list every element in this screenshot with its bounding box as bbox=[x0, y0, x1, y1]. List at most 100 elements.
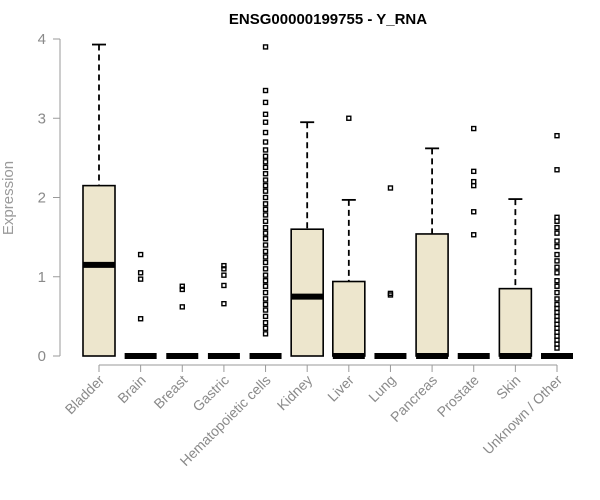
outlier-point bbox=[554, 224, 560, 231]
outlier-point bbox=[262, 283, 269, 289]
outlier-point bbox=[262, 230, 269, 236]
outlier-point bbox=[221, 262, 227, 269]
outlier-point bbox=[262, 111, 269, 117]
chart-title: ENSG00000199755 - Y_RNA bbox=[229, 11, 427, 28]
box-group bbox=[290, 121, 324, 357]
outlier-point bbox=[554, 283, 560, 289]
outlier-point bbox=[179, 286, 185, 293]
outlier-point bbox=[137, 276, 144, 282]
y-axis: 0 1 2 3 4 bbox=[38, 31, 61, 365]
outlier-point bbox=[262, 266, 269, 272]
box-group bbox=[207, 262, 240, 359]
outlier-point bbox=[554, 243, 560, 250]
box bbox=[415, 233, 449, 357]
outlier-point bbox=[262, 320, 269, 326]
outlier-point bbox=[262, 301, 269, 308]
x-tick-label: Skin bbox=[493, 372, 524, 403]
outlier-point bbox=[262, 99, 269, 106]
x-tick-label: Kidney bbox=[274, 372, 316, 414]
box-group bbox=[415, 147, 449, 359]
outlier-point bbox=[262, 296, 269, 302]
box-group bbox=[124, 251, 157, 359]
y-tick-label: 4 bbox=[38, 31, 46, 48]
outlier-point bbox=[221, 300, 227, 307]
y-tick-label: 1 bbox=[38, 269, 46, 286]
outlier-point bbox=[262, 177, 269, 183]
outlier-point bbox=[262, 307, 269, 313]
outlier-point bbox=[137, 270, 144, 276]
outlier-point bbox=[262, 236, 269, 242]
outlier-point bbox=[471, 209, 477, 215]
outlier-point bbox=[262, 164, 269, 171]
outlier-point bbox=[262, 147, 269, 153]
outlier-point bbox=[262, 289, 269, 296]
outlier-point bbox=[262, 182, 269, 189]
outlier-point bbox=[471, 168, 477, 175]
y-tick-label: 2 bbox=[38, 190, 46, 207]
outlier-point bbox=[554, 238, 560, 244]
box-group bbox=[374, 185, 407, 359]
outlier-point bbox=[554, 289, 560, 296]
x-tick-label: Brain bbox=[114, 372, 148, 406]
outlier-point bbox=[262, 87, 269, 94]
x-tick-label: Breast bbox=[150, 372, 190, 412]
outlier-point bbox=[221, 272, 227, 278]
outlier-point bbox=[262, 242, 269, 248]
outlier-point bbox=[554, 251, 560, 258]
outlier-point bbox=[262, 171, 269, 177]
outlier-point bbox=[554, 296, 560, 302]
box-group bbox=[457, 125, 490, 359]
outlier-point bbox=[554, 301, 560, 308]
outlier-point bbox=[262, 188, 269, 194]
outlier-point bbox=[262, 248, 269, 255]
outlier-point bbox=[262, 272, 269, 278]
outlier-point bbox=[554, 270, 560, 276]
x-tick-label: Bladder bbox=[62, 372, 108, 418]
box-group bbox=[82, 43, 116, 357]
y-tick-label: 3 bbox=[38, 110, 46, 127]
outlier-point bbox=[221, 282, 227, 289]
outlier-point bbox=[262, 218, 269, 224]
outlier-point bbox=[179, 304, 185, 310]
outlier-point bbox=[262, 325, 269, 331]
outlier-point bbox=[262, 44, 269, 50]
box-group bbox=[249, 44, 282, 359]
y-axis-label: Expression bbox=[0, 161, 17, 235]
outlier-point bbox=[262, 139, 269, 145]
outlier-point bbox=[387, 185, 394, 191]
outlier-point bbox=[554, 264, 560, 270]
outlier-point bbox=[471, 232, 477, 238]
outlier-point bbox=[262, 224, 269, 231]
outlier-point bbox=[262, 278, 269, 284]
outlier-point bbox=[262, 313, 269, 320]
outlier-point bbox=[554, 230, 560, 236]
box bbox=[82, 184, 116, 357]
outlier-point bbox=[262, 194, 269, 201]
outlier-point bbox=[554, 278, 560, 284]
outlier-point bbox=[262, 254, 269, 260]
outlier-point bbox=[387, 290, 394, 297]
outlier-point bbox=[137, 251, 144, 258]
box bbox=[290, 228, 324, 357]
outlier-point bbox=[471, 178, 477, 185]
box-group bbox=[541, 132, 573, 359]
outlier-point bbox=[471, 125, 477, 132]
box-group bbox=[166, 283, 199, 359]
outlier-point bbox=[262, 259, 269, 266]
outlier-point bbox=[262, 129, 269, 136]
outlier-point bbox=[346, 115, 352, 121]
outlier-point bbox=[262, 206, 269, 213]
outlier-point bbox=[179, 283, 185, 289]
y-tick-label: 0 bbox=[38, 348, 46, 365]
box bbox=[498, 287, 533, 357]
outlier-point bbox=[262, 159, 269, 165]
box bbox=[332, 280, 366, 357]
outlier-point bbox=[221, 266, 227, 272]
outlier-point bbox=[262, 153, 269, 159]
outlier-point bbox=[262, 119, 269, 125]
outlier-point bbox=[262, 331, 269, 337]
x-tick-label: Lung bbox=[365, 372, 398, 405]
